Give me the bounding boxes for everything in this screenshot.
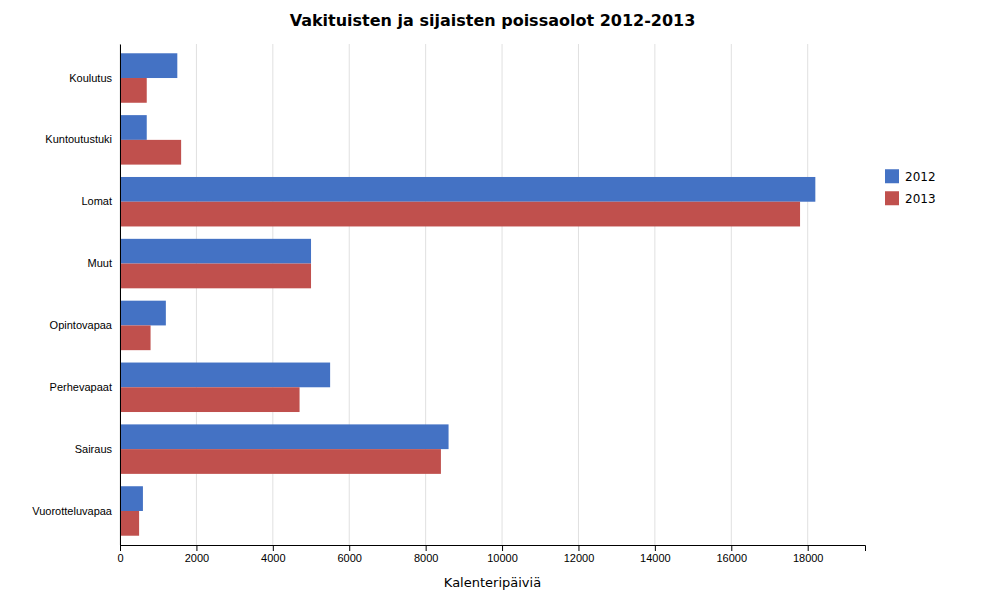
y-tick: Vuorotteluvapaa <box>32 505 120 517</box>
x-tick-label: 16000 <box>716 552 747 564</box>
grid-line <box>120 44 121 545</box>
x-tick: 8000 <box>414 545 438 564</box>
x-tick-mark <box>426 545 427 551</box>
x-tick-mark <box>731 545 732 551</box>
bars <box>120 53 815 535</box>
x-tick-mark <box>273 545 274 551</box>
x-tick: 16000 <box>716 545 747 564</box>
x-tick-label: 18000 <box>793 552 824 564</box>
bar <box>120 325 151 350</box>
bar <box>120 264 311 289</box>
bar <box>120 177 815 202</box>
x-tick-label: 4000 <box>261 552 285 564</box>
y-tick: Opintovapaa <box>50 319 120 331</box>
x-tick: 4000 <box>261 545 285 564</box>
y-axis-line <box>120 45 121 546</box>
x-tick-label: 14000 <box>640 552 671 564</box>
x-tick-label: 0 <box>117 552 123 564</box>
x-tick-mark <box>349 545 350 551</box>
bar <box>120 387 300 412</box>
y-tick: Lomat <box>81 195 120 207</box>
x-tick-mark <box>120 545 121 551</box>
x-tick: 12000 <box>564 545 595 564</box>
legend: 2012 2013 <box>885 169 936 206</box>
grid-line <box>654 44 655 545</box>
y-tick-label: Muut <box>88 257 112 269</box>
x-tick: 10000 <box>487 545 518 564</box>
y-tick-label: Vuorotteluvapaa <box>32 505 113 517</box>
y-axis: Koulutus Kuntoutustuki Lomat Muut Opintovapa… <box>32 45 120 546</box>
x-tick-mark <box>808 545 809 551</box>
grid-line <box>502 44 503 545</box>
y-tick-label: Perhevapaat <box>50 381 112 393</box>
x-tick-mark <box>196 545 197 551</box>
x-axis: 0 2000 4000 6000 8000 10000 12000 14000 16000 180… <box>117 545 865 564</box>
x-tick: 14000 <box>640 545 671 564</box>
bar <box>120 115 147 140</box>
bar <box>120 140 181 165</box>
bar <box>120 78 147 103</box>
x-tick-mark <box>502 545 503 551</box>
x-tick-mark <box>655 545 656 551</box>
bar <box>120 202 800 227</box>
grid-line <box>807 44 808 545</box>
legend-swatch <box>885 169 899 183</box>
x-tick: 2000 <box>185 545 209 564</box>
bar <box>120 363 330 388</box>
grid-line <box>731 44 732 545</box>
x-tick-label: 2000 <box>185 552 209 564</box>
y-tick: Perhevapaat <box>50 381 120 393</box>
y-tick: Muut <box>88 257 120 269</box>
x-axis-line <box>121 546 866 552</box>
legend-item: 2013 <box>885 191 936 206</box>
y-tick: Sairaus <box>75 443 120 455</box>
legend-label: 2012 <box>905 170 936 184</box>
y-tick-label: Lomat <box>81 195 112 207</box>
x-tick-label: 12000 <box>564 552 595 564</box>
y-tick-label: Opintovapaa <box>50 319 113 331</box>
legend-label: 2013 <box>905 192 936 206</box>
bar <box>120 511 139 536</box>
bar <box>120 301 166 326</box>
x-tick: 0 <box>117 545 123 564</box>
y-tick-label: Kuntoutustuki <box>45 133 112 145</box>
y-tick-label: Sairaus <box>75 443 113 455</box>
x-tick-label: 10000 <box>487 552 518 564</box>
x-tick-mark <box>578 545 579 551</box>
bar <box>120 239 311 264</box>
y-tick: Kuntoutustuki <box>45 133 120 145</box>
x-tick: 6000 <box>337 545 361 564</box>
bar <box>120 53 177 78</box>
x-axis-title: Kalenteripäiviä <box>444 575 541 590</box>
legend-swatch <box>885 191 899 205</box>
y-tick: Koulutus <box>69 72 120 84</box>
plot: 0 2000 4000 6000 8000 10000 12000 14000 16000 180… <box>32 44 865 564</box>
x-tick-label: 8000 <box>414 552 438 564</box>
grid-line <box>578 44 579 545</box>
grid <box>120 44 808 545</box>
y-tick-label: Koulutus <box>69 72 112 84</box>
bar-series <box>120 53 815 511</box>
bar-series <box>120 78 800 536</box>
x-tick-label: 6000 <box>337 552 361 564</box>
chart: 0 2000 4000 6000 8000 10000 12000 14000 16000 180… <box>0 0 985 601</box>
bar <box>120 449 441 474</box>
x-tick: 18000 <box>793 545 824 564</box>
bar <box>120 486 143 511</box>
legend-item: 2012 <box>885 169 936 184</box>
title: Vakituisten ja sijaisten poissaolot 2012… <box>290 11 696 30</box>
bar <box>120 424 449 449</box>
